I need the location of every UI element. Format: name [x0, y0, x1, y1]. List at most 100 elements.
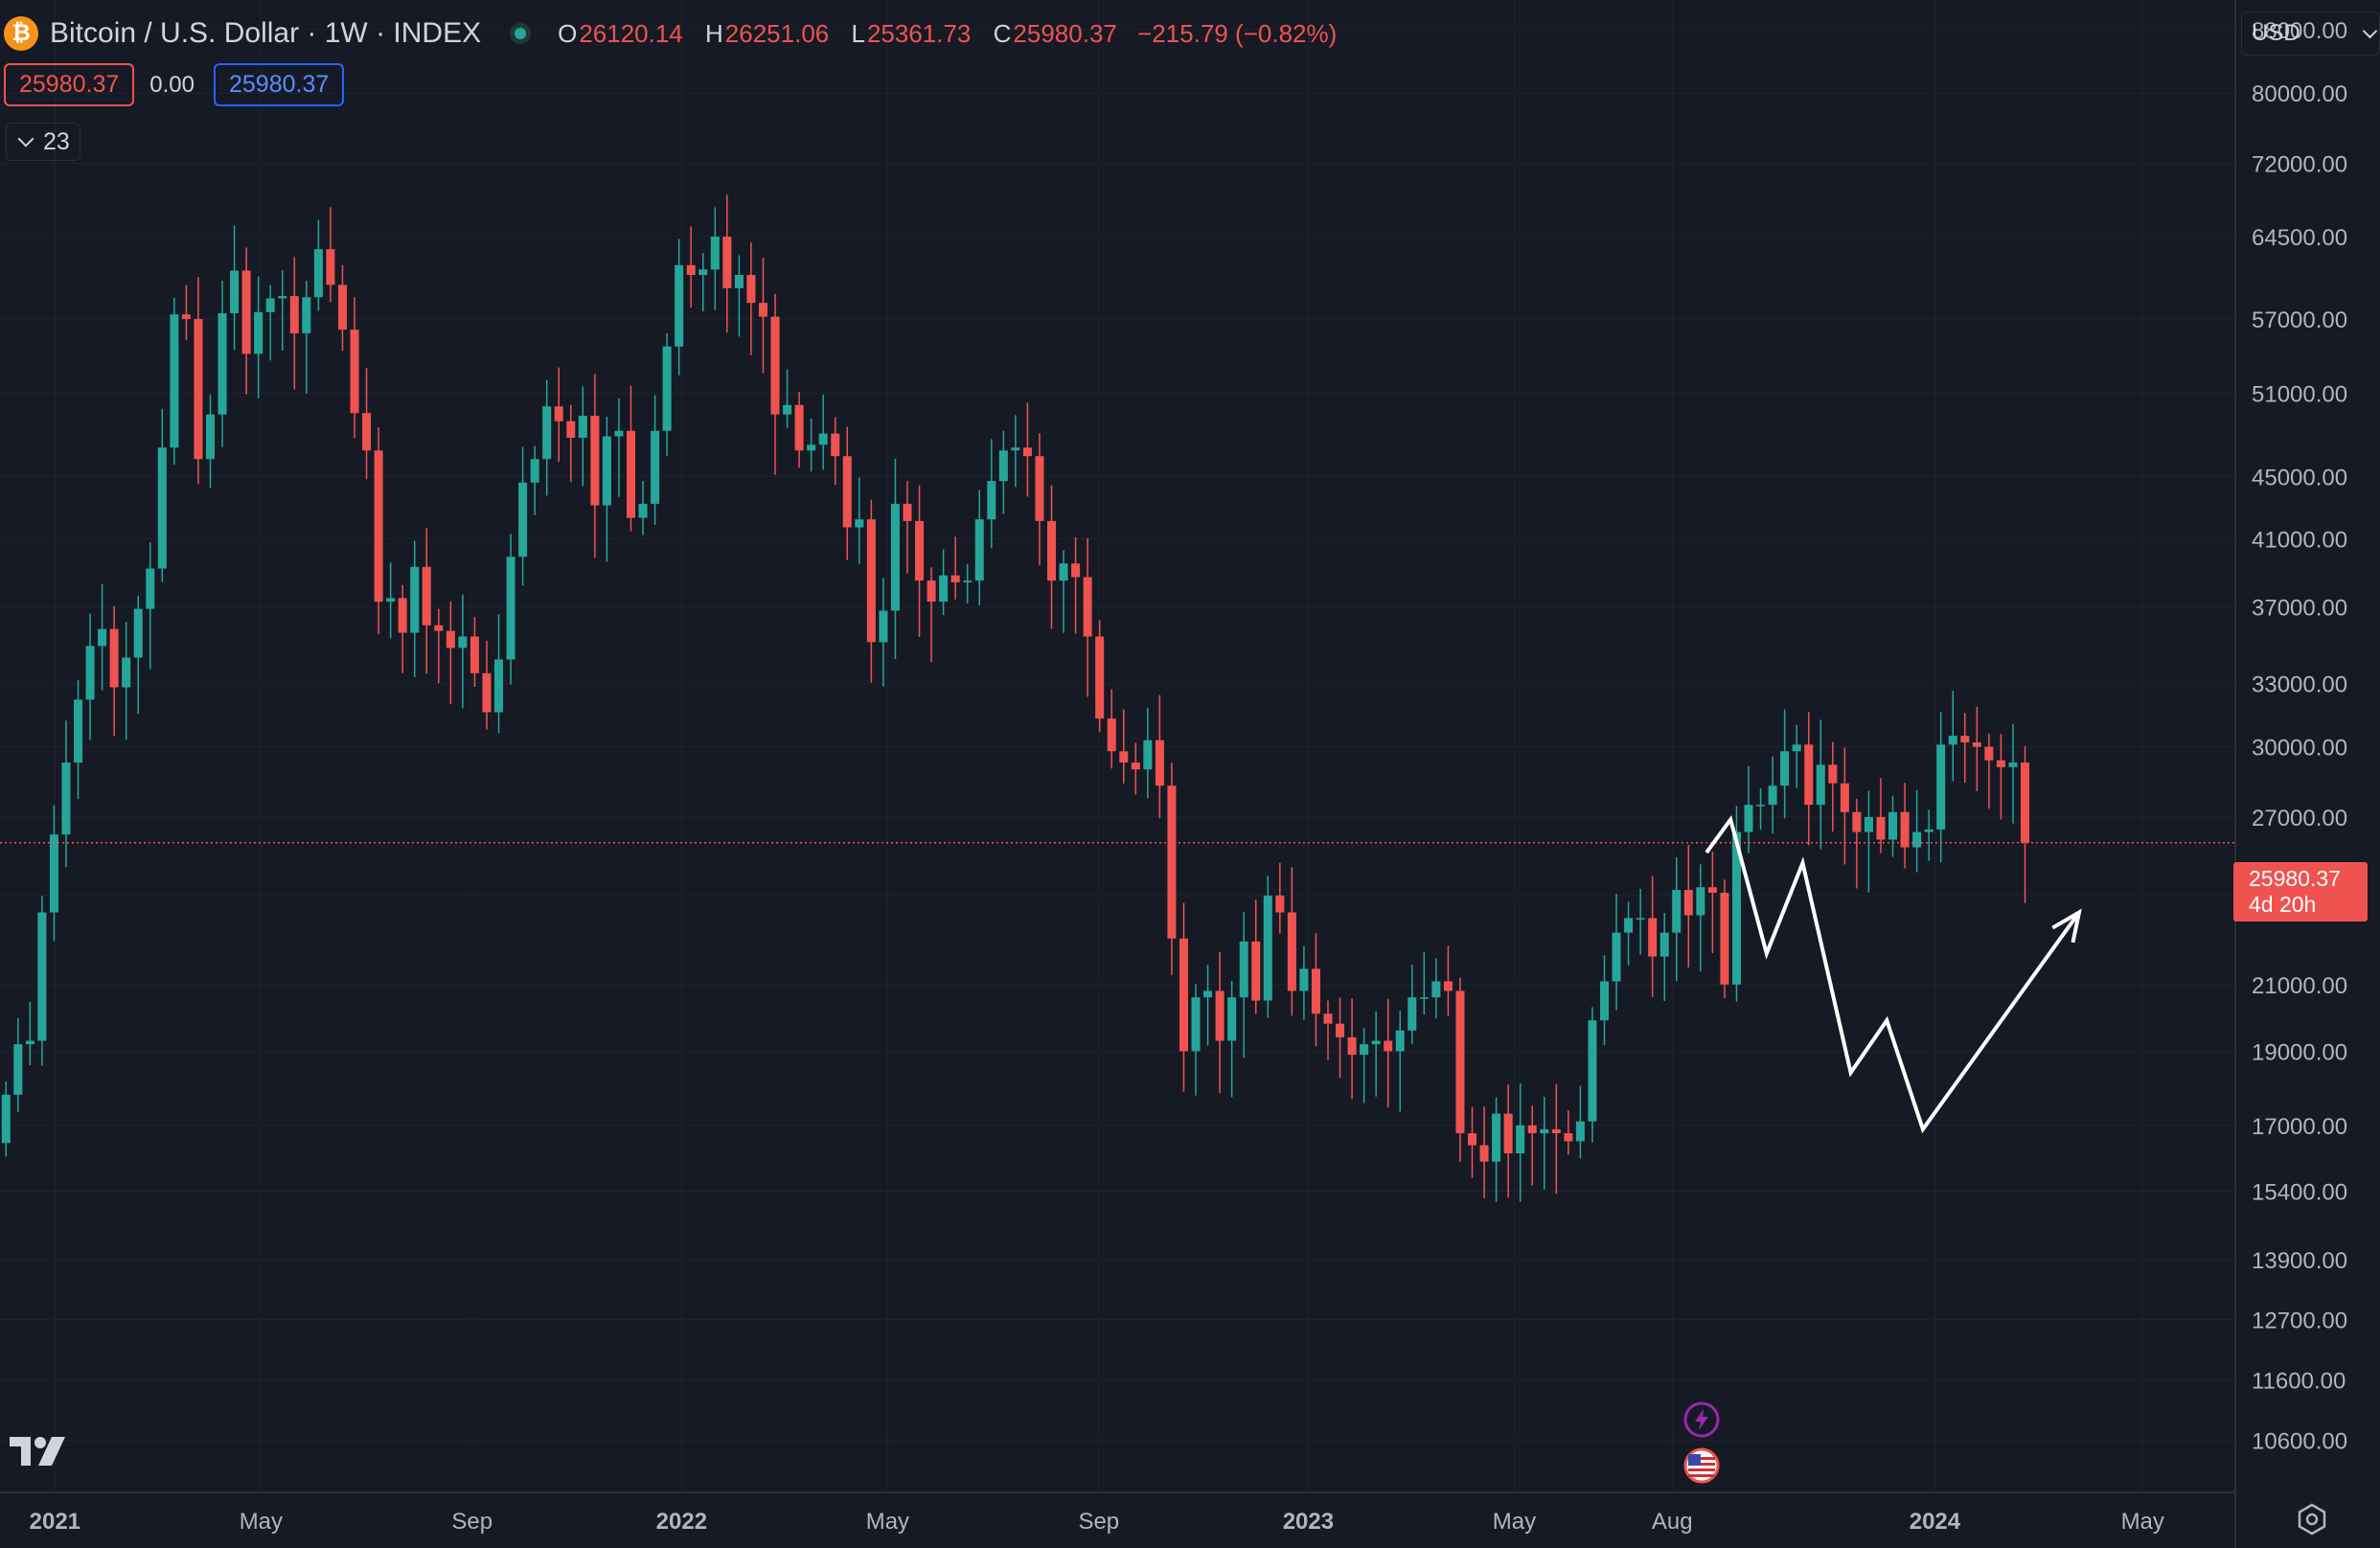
candle-body [1191, 997, 1201, 1052]
candle-body [1852, 811, 1862, 832]
candle-body [278, 296, 287, 299]
symbol-title[interactable]: Bitcoin / U.S. Dollar · 1W · INDEX [50, 17, 482, 49]
candle-body [1900, 811, 1910, 848]
candle [289, 257, 299, 390]
candle-body [638, 503, 648, 518]
flash-event-icon[interactable] [1682, 1400, 1721, 1439]
candle-body [927, 580, 936, 603]
candle [530, 445, 539, 515]
candle [518, 446, 528, 586]
candle-body [1540, 1128, 1549, 1134]
price-tick-label: 64500.00 [2252, 225, 2347, 251]
candle [1143, 707, 1153, 799]
candle-body [794, 404, 804, 451]
grid [0, 0, 2235, 1492]
price-axis[interactable]: 88000.00 80000.00 72000.00 64500.00 57000.00… [2252, 18, 2347, 1454]
candle [1071, 536, 1081, 634]
indicators-toggle-button[interactable]: 23 [6, 123, 80, 161]
price-tick-label: 13900.00 [2252, 1248, 2347, 1274]
candle [1107, 689, 1116, 769]
tradingview-logo-icon[interactable] [8, 1433, 69, 1471]
candle [422, 528, 431, 674]
candle-body [710, 237, 720, 270]
spread-value: 0.00 [149, 71, 195, 98]
candle-body [1804, 744, 1814, 806]
forecast-drawing[interactable] [1705, 814, 2082, 1134]
candle-body [963, 580, 973, 582]
symbol-legend: ₿ Bitcoin / U.S. Dollar · 1W · INDEX O26… [0, 11, 1337, 56]
candle [734, 255, 744, 337]
candle-body [651, 430, 660, 504]
candle-body [1731, 831, 1741, 985]
candle [1672, 857, 1682, 982]
candle-body [458, 636, 468, 649]
buy-button[interactable]: 25980.37 [214, 63, 345, 106]
candle-body [386, 598, 396, 603]
time-axis[interactable]: 2021 May Sep 2022 May Sep 2023 May Aug 2024 May [30, 1509, 2164, 1535]
candle-body [1551, 1128, 1561, 1134]
candle [1275, 862, 1285, 934]
candle [1912, 789, 1922, 873]
candle-body [855, 519, 864, 528]
candle [698, 253, 708, 312]
candle-body [1792, 744, 1801, 752]
price-tick-label: 10600.00 [2252, 1428, 2347, 1454]
us-flag-event-icon[interactable] [1682, 1446, 1721, 1485]
currency-select[interactable]: USD [2241, 11, 2380, 56]
candle [1960, 713, 1970, 784]
candle [1371, 1011, 1381, 1097]
candle-body [1492, 1113, 1501, 1162]
indicators-count: 23 [43, 127, 70, 155]
candle [831, 417, 840, 486]
candle [1516, 1082, 1525, 1202]
candle [241, 247, 251, 395]
candle-body [205, 414, 216, 460]
candle-body [734, 275, 744, 288]
price-tick-label: 33000.00 [2252, 672, 2347, 697]
price-tick-label: 27000.00 [2252, 806, 2347, 831]
candle [74, 679, 83, 800]
candle-body [1912, 831, 1922, 848]
candle [939, 549, 949, 616]
candle [746, 242, 756, 355]
candle [49, 805, 58, 942]
candle-body [987, 481, 996, 520]
candle [313, 219, 323, 311]
candle-body [482, 672, 492, 713]
candle-body [1419, 997, 1429, 999]
market-status-icon[interactable] [510, 23, 532, 44]
candle [974, 489, 984, 606]
candle [1492, 1097, 1501, 1202]
candle-body [675, 264, 684, 347]
candle-body [313, 249, 323, 298]
candle [1612, 894, 1621, 1011]
candle [566, 404, 576, 483]
candle-body [698, 269, 708, 276]
candle-body [831, 433, 840, 457]
candle-body [61, 763, 71, 835]
candle [1179, 902, 1189, 1092]
chevron-down-icon [2362, 23, 2378, 38]
sell-button[interactable]: 25980.37 [4, 63, 135, 106]
candle-body [1, 1094, 11, 1144]
candle-body [230, 270, 240, 313]
candle-body [1888, 811, 1898, 840]
candle [1191, 984, 1201, 1096]
candle-body [1840, 783, 1849, 812]
candle [675, 239, 684, 376]
candle [133, 595, 143, 715]
candle-body [133, 608, 143, 658]
candle-body [302, 297, 311, 333]
candle [350, 297, 359, 439]
candle-body [37, 912, 47, 1041]
candle-body [1696, 887, 1705, 916]
price-tick-label: 30000.00 [2252, 736, 2347, 762]
candle-body [241, 270, 251, 354]
candle [278, 269, 287, 352]
settings-icon[interactable] [2295, 1502, 2329, 1537]
candle-body [1022, 447, 1032, 457]
candle-body [722, 237, 732, 288]
candle-body [1287, 912, 1296, 991]
candle-body [1575, 1121, 1585, 1142]
